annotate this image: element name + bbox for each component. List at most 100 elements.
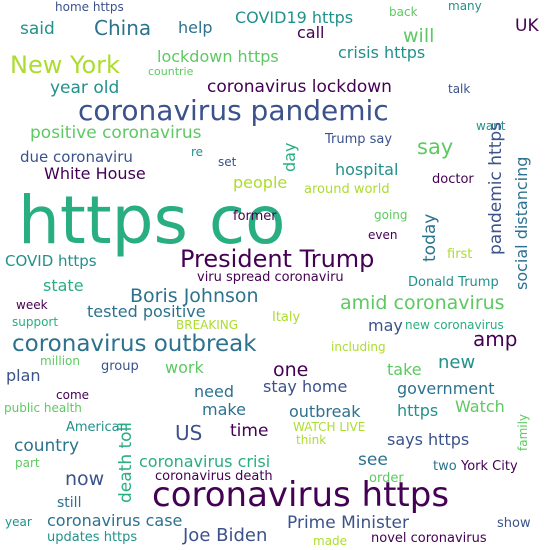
word-day: day	[280, 142, 299, 172]
word-take: take	[387, 360, 422, 379]
word-even: even	[368, 228, 398, 242]
word-amp: amp	[473, 327, 518, 351]
word-call: call	[297, 23, 325, 42]
word-family: family	[516, 413, 530, 451]
word-coronavirus-case: coronavirus case	[47, 511, 183, 530]
word-year-old: year old	[50, 78, 120, 98]
word-viru-spread-coronaviru: viru spread coronaviru	[197, 270, 344, 285]
word-new: new	[438, 352, 476, 373]
word-see: see	[358, 450, 388, 470]
word-white-house: White House	[44, 164, 146, 183]
word-made: made	[313, 534, 348, 548]
word-crisis-https: crisis https	[338, 43, 426, 62]
word-plan: plan	[6, 366, 41, 385]
word-going: going	[374, 208, 408, 222]
word-https-co: https co	[18, 182, 286, 259]
word-new-coronavirus: new coronavirus	[405, 318, 504, 332]
word-china: China	[94, 16, 152, 40]
word-novel-coronavirus: novel coronavirus	[371, 531, 487, 546]
word-help: help	[178, 18, 213, 37]
word-now: now	[65, 468, 105, 490]
word-many: many	[448, 0, 482, 13]
word-will: will	[403, 25, 435, 47]
word-show: show	[497, 516, 531, 531]
word-coronavirus-lockdown: coronavirus lockdown	[207, 77, 392, 97]
word-first: first	[447, 247, 473, 262]
word-re: re	[191, 145, 204, 159]
word-pandemic-https: pandemic https	[486, 121, 506, 255]
word-breaking: BREAKING	[176, 318, 239, 332]
word-york-city: York City	[461, 459, 518, 474]
word-may: may	[368, 316, 403, 335]
word-say: say	[417, 135, 454, 159]
word-set: set	[218, 155, 237, 169]
word-part: part	[15, 456, 40, 470]
word-million: million	[40, 354, 80, 368]
word-boris-johnson: Boris Johnson	[130, 285, 259, 307]
word-president-trump: President Trump	[180, 245, 375, 273]
word-still: still	[57, 495, 82, 511]
word-new-york: New York	[10, 51, 120, 79]
word-order: order	[369, 471, 404, 486]
word-https: https	[397, 401, 439, 420]
word-support: support	[12, 315, 59, 329]
word-doctor: doctor	[432, 172, 474, 187]
word-amid-coronavirus: amid coronavirus	[340, 292, 505, 314]
word-outbreak: outbreak	[289, 402, 361, 421]
word-state: state	[43, 276, 84, 295]
word-donald-trump: Donald Trump	[408, 275, 499, 290]
word-countrie: countrie	[148, 65, 194, 78]
word-coronavirus-https: coronavirus https	[152, 475, 450, 515]
word-government: government	[397, 379, 495, 398]
word-covid-https: COVID https	[5, 252, 97, 270]
word-stay-home: stay home	[263, 377, 348, 396]
word-country: country	[14, 436, 80, 456]
word-one: one	[273, 359, 309, 381]
word-italy: Italy	[272, 310, 301, 325]
word-come: come	[56, 388, 90, 402]
word-today: today	[420, 213, 440, 262]
word-lockdown-https: lockdown https	[157, 47, 279, 66]
word-due-coronaviru: due coronaviru	[20, 148, 133, 166]
word-coronavirus-pandemic: coronavirus pandemic	[78, 94, 389, 127]
word-week: week	[16, 298, 48, 312]
word-uk: UK	[515, 16, 539, 36]
word-around-world: around world	[304, 182, 390, 197]
word-coronavirus-crisi: coronavirus crisi	[139, 452, 271, 471]
word-talk: talk	[448, 82, 471, 96]
word-think: think	[296, 433, 327, 447]
word-updates-https: updates https	[47, 530, 138, 545]
word-two: two	[433, 459, 457, 474]
word-us: US	[175, 421, 203, 445]
word-positive-coronavirus: positive coronavirus	[30, 123, 202, 143]
word-year: year	[5, 515, 32, 529]
word-time: time	[230, 421, 269, 441]
word-former: former	[233, 209, 277, 224]
word-covid19-https: COVID19 https	[235, 8, 354, 27]
word-make: make	[202, 400, 246, 419]
word-american: American	[66, 420, 128, 435]
word-coronavirus-death: coronavirus death	[155, 469, 273, 484]
word-home-https: home https	[55, 0, 124, 14]
word-watch: Watch	[455, 397, 505, 416]
word-people: people	[233, 173, 288, 192]
word-social-distancing: social distancing	[512, 156, 531, 290]
word-said: said	[20, 19, 55, 39]
word-watch-live: WATCH LIVE	[293, 420, 366, 434]
word-says-https: says https	[387, 430, 470, 449]
word-tested-positive: tested positive	[87, 302, 206, 321]
word-work: work	[165, 358, 204, 377]
word-trump-say: Trump say	[325, 132, 393, 147]
word-want: want	[476, 119, 506, 133]
word-group: group	[101, 359, 139, 374]
word-hospital: hospital	[335, 160, 399, 179]
word-death-toll: death toll	[116, 421, 136, 503]
word-prime-minister: Prime Minister	[287, 513, 409, 533]
word-back: back	[389, 5, 418, 19]
word-including: including	[331, 340, 386, 354]
word-need: need	[194, 382, 234, 401]
word-public-health: public health	[4, 401, 82, 415]
word-coronavirus-outbreak: coronavirus outbreak	[12, 331, 257, 357]
word-joe-biden: Joe Biden	[183, 525, 268, 546]
